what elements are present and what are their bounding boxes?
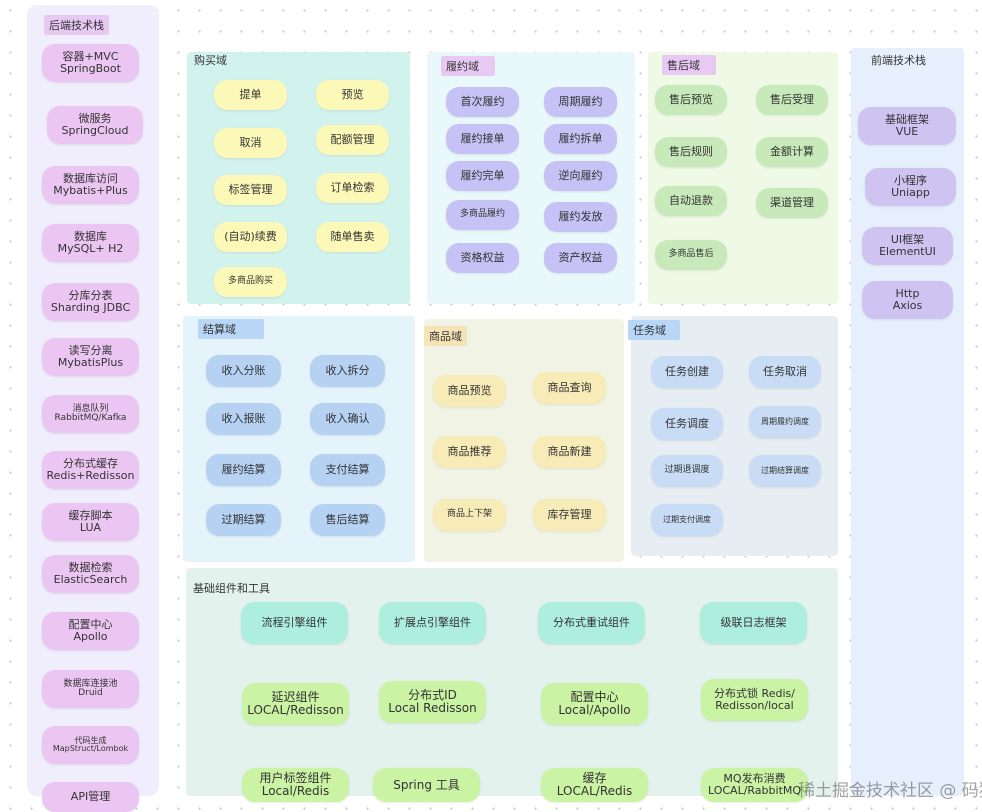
aftersale-domain-title: 售后域 [662,55,716,75]
aftersale-item: 多商品售后 [655,240,727,270]
aftersale-item: 渠道管理 [756,188,828,218]
task-domain-title: 任务域 [628,320,680,340]
purchase-item: 多商品购买 [214,267,287,297]
base-component-item: 扩展点引擎组件 [379,602,486,644]
settlement-item: 售后结算 [310,504,385,536]
purchase-item: 提单 [214,80,287,110]
product-item: 库存管理 [533,499,606,531]
aftersale-item: 售后受理 [756,85,828,115]
settlement-item: 支付结算 [310,454,385,486]
fulfillment-item: 履约发放 [544,202,617,232]
fulfillment-item: 资产权益 [544,243,617,273]
purchase-item: 预览 [316,80,389,110]
fulfillment-item: 逆向履约 [544,161,617,191]
base-components-title: 基础组件和工具 [193,582,270,595]
task-item: 过期退调度 [651,455,723,487]
aftersale-item: 自动退款 [655,186,727,216]
backend-item: 数据库连接池 Druid [42,670,139,708]
base-component-item: 缓存 LOCAL/Redis [541,768,648,802]
base-component-item: 流程引擎组件 [241,602,348,644]
task-item: 任务取消 [749,356,821,388]
base-component-item: 分布式ID Local Redisson [379,681,486,723]
frontend-item: UI框架 ElementUI [862,227,953,265]
frontend-item: 小程序 Uniapp [865,168,956,206]
backend-item: 数据检索 ElasticSearch [42,555,139,593]
task-item: 任务创建 [651,356,723,388]
aftersale-item: 售后规则 [655,137,727,167]
product-item: 商品推荐 [433,436,506,468]
settlement-domain-title: 结算域 [198,319,264,339]
backend-item: 数据库访问 Mybatis+Plus [42,166,139,204]
task-item: 过期结算调度 [749,455,821,487]
fulfillment-item: 履约接单 [446,124,519,154]
base-component-item: MQ发布消费 LOCAL/RabbitMQ [701,768,808,802]
backend-item: 分库分表 Sharding JDBC [42,283,139,321]
purchase-item: 取消 [214,128,287,158]
backend-item: 微服务 SpringCloud [47,106,143,144]
product-item: 商品新建 [533,436,606,468]
base-component-item: 分布式重试组件 [538,602,645,644]
backend-item: 缓存脚本 LUA [42,503,139,541]
backend-item: 数据库 MySQL+ H2 [42,224,139,262]
product-item: 商品上下架 [433,499,506,531]
settlement-item: 过期结算 [206,504,281,536]
settlement-item: 收入报账 [206,403,281,435]
fulfillment-item: 资格权益 [446,243,519,273]
purchase-item: 随单售卖 [316,222,389,252]
base-component-item: 分布式锁 Redis/ Redisson/local [701,679,808,721]
purchase-item: 配额管理 [316,125,389,155]
fulfillment-item: 履约完单 [446,161,519,191]
backend-item: 分布式缓存 Redis+Redisson [42,451,139,489]
purchase-domain-title: 购买域 [194,54,227,67]
purchase-item: 订单检索 [316,173,389,203]
frontend-stack-panel [851,48,964,796]
aftersale-item: 金额计算 [756,137,828,167]
base-component-item: 配置中心 Local/Apollo [541,683,648,725]
product-item: 商品预览 [433,375,506,407]
product-item: 商品查询 [533,372,606,404]
fulfillment-item: 多商品履约 [446,200,519,230]
backend-item: 容器+MVC SpringBoot [42,44,139,82]
fulfillment-item: 履约拆单 [544,124,617,154]
settlement-item: 收入确认 [310,403,385,435]
backend-item: 代码生成 MapStruct/Lombok [42,726,139,764]
frontend-item: Http Axios [862,281,953,319]
base-component-item: 延迟组件 LOCAL/Redisson [242,683,349,725]
base-component-item: 级联日志框架 [700,602,807,644]
fulfillment-item: 周期履约 [544,87,617,117]
backend-item: API管理 [42,782,139,812]
settlement-item: 履约结算 [206,454,281,486]
backend-item: 配置中心 Apollo [42,612,139,650]
purchase-item: (自动)续费 [214,222,287,252]
frontend-item: 基础框架 VUE [858,107,956,145]
fulfillment-domain-title: 履约域 [441,56,495,76]
task-item: 过期支付调度 [651,504,723,536]
base-component-item: Spring 工具 [373,768,480,802]
base-component-item: 用户标签组件 Local/Redis [242,768,349,802]
aftersale-item: 售后预览 [655,85,727,115]
product-domain-title: 商品域 [424,326,467,346]
settlement-item: 收入拆分 [310,355,385,387]
task-item: 周期履约调度 [749,406,821,438]
settlement-item: 收入分账 [206,355,281,387]
fulfillment-item: 首次履约 [446,87,519,117]
purchase-item: 标签管理 [214,175,287,205]
watermark: 稀土掘金技术社区 @ 码猿 [798,781,982,801]
task-item: 任务调度 [651,408,723,440]
backend-stack-title: 后端技术栈 [44,15,109,35]
backend-item: 读写分离 MybatisPlus [42,338,139,376]
frontend-stack-title: 前端技术栈 [871,54,926,67]
backend-item: 消息队列 RabbitMQ/Kafka [42,395,139,433]
